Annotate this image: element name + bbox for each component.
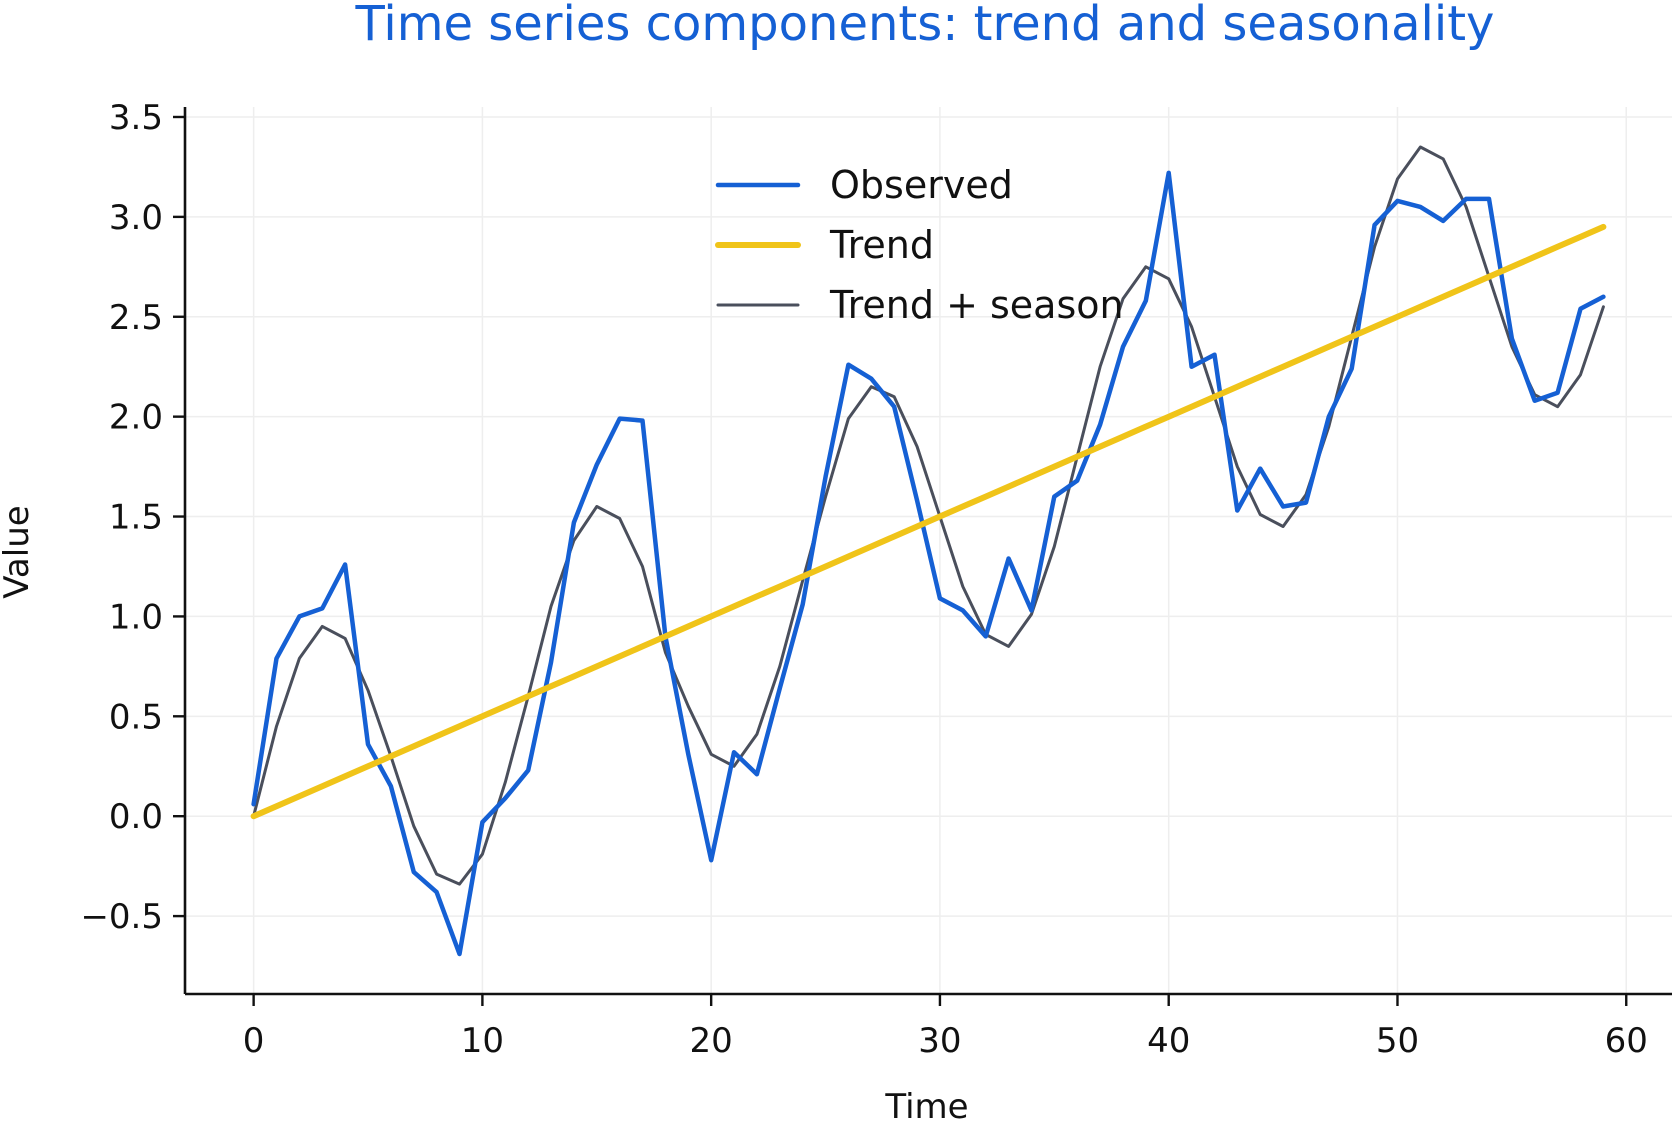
x-tick-label: 0 — [243, 1021, 265, 1061]
chart-title: Time series components: trend and season… — [355, 0, 1495, 52]
y-axis-label: Value — [0, 505, 37, 598]
y-tick-label: 1.5 — [109, 498, 163, 538]
x-tick-label: 10 — [461, 1021, 504, 1061]
legend-label-trend-season: Trend + season — [829, 283, 1124, 327]
series-line-trend — [250, 223, 1607, 820]
y-tick-label: 2.0 — [109, 398, 163, 438]
x-tick-label: 20 — [690, 1021, 733, 1061]
y-tick-label: 2.5 — [109, 298, 163, 338]
y-tick-label: 1.0 — [109, 597, 163, 637]
legend: Observed Trend Trend + season — [715, 163, 1124, 327]
plot-area — [250, 145, 1607, 957]
series-line-observed — [251, 170, 1606, 957]
y-tick-label: 0.0 — [109, 797, 163, 837]
axes — [183, 107, 1672, 996]
y-tick-label: 3.0 — [109, 198, 163, 238]
ticks: 0 10 20 30 40 50 60 −0.5 0.0 0.5 1.0 1.5 2.0 2.5 3.0 3.… — [80, 98, 1647, 1061]
y-tick-label: 0.5 — [109, 697, 163, 737]
series-line-trend-season — [252, 145, 1605, 886]
x-tick-label: 30 — [918, 1021, 961, 1061]
y-tick-label: −0.5 — [80, 897, 163, 937]
x-tick-label: 40 — [1147, 1021, 1190, 1061]
x-tick-label: 60 — [1605, 1021, 1648, 1061]
x-axis-label: Time — [884, 1087, 968, 1127]
x-tick-label: 50 — [1376, 1021, 1419, 1061]
legend-label-observed: Observed — [830, 163, 1013, 207]
grid — [185, 107, 1672, 994]
y-tick-label: 3.5 — [109, 98, 163, 138]
legend-label-trend: Trend — [829, 223, 934, 267]
